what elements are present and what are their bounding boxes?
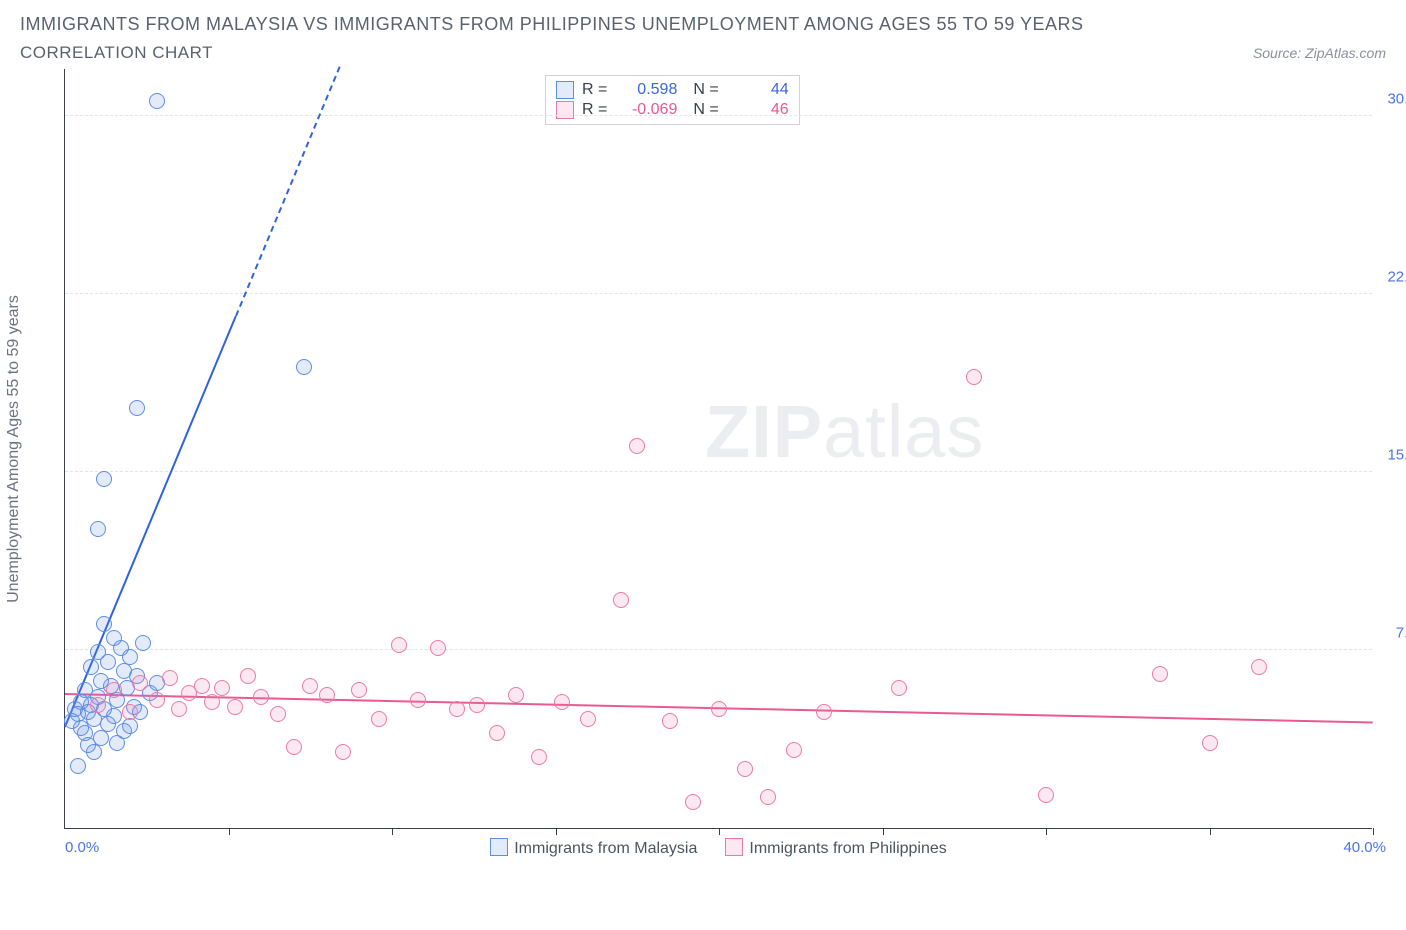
chart-area: Unemployment Among Ages 55 to 59 years Z… <box>20 69 1386 829</box>
data-point <box>737 761 753 777</box>
data-point <box>240 668 256 684</box>
y-tick-label: 22.5% <box>1378 268 1406 285</box>
gridline <box>65 471 1372 472</box>
source-credit: Source: ZipAtlas.com <box>1253 45 1386 61</box>
x-tick <box>883 828 884 835</box>
chart-title: IMMIGRANTS FROM MALAYSIA VS IMMIGRANTS F… <box>0 0 1406 43</box>
trend-line <box>235 67 341 317</box>
data-point <box>96 616 112 632</box>
data-point <box>214 680 230 696</box>
subtitle-row: CORRELATION CHART Source: ZipAtlas.com <box>0 43 1406 69</box>
x-tick <box>1373 828 1374 835</box>
data-point <box>149 692 165 708</box>
scatter-plot: ZIPatlas R =0.598N =44R =-0.069N =46 Imm… <box>64 69 1372 829</box>
data-point <box>1152 666 1168 682</box>
correlation-stats-box: R =0.598N =44R =-0.069N =46 <box>545 75 800 125</box>
data-point <box>100 654 116 670</box>
data-point <box>430 640 446 656</box>
y-tick-label: 15.0% <box>1378 446 1406 463</box>
data-point <box>629 438 645 454</box>
x-axis-min-label: 0.0% <box>65 839 99 856</box>
data-point <box>227 699 243 715</box>
data-point <box>204 694 220 710</box>
data-point <box>122 649 138 665</box>
data-point <box>966 369 982 385</box>
data-point <box>90 697 106 713</box>
data-point <box>1202 735 1218 751</box>
data-point <box>83 659 99 675</box>
data-point <box>351 682 367 698</box>
data-point <box>891 680 907 696</box>
legend-item: Immigrants from Malaysia <box>490 840 697 857</box>
y-tick-label: 30.0% <box>1378 90 1406 107</box>
data-point <box>162 670 178 686</box>
data-point <box>96 471 112 487</box>
data-point <box>531 749 547 765</box>
data-point <box>1038 787 1054 803</box>
data-point <box>194 678 210 694</box>
data-point <box>760 789 776 805</box>
data-point <box>122 704 138 720</box>
y-axis-label: Unemployment Among Ages 55 to 59 years <box>5 295 23 603</box>
data-point <box>302 678 318 694</box>
data-point <box>135 635 151 651</box>
data-point <box>685 794 701 810</box>
y-tick-label: 7.5% <box>1378 624 1406 641</box>
data-point <box>613 592 629 608</box>
data-point <box>786 742 802 758</box>
data-point <box>508 687 524 703</box>
data-point <box>410 692 426 708</box>
data-point <box>816 704 832 720</box>
x-tick <box>556 828 557 835</box>
data-point <box>93 730 109 746</box>
watermark: ZIPatlas <box>705 389 984 474</box>
x-tick <box>719 828 720 835</box>
chart-subtitle: CORRELATION CHART <box>20 43 213 63</box>
data-point <box>489 725 505 741</box>
gridline <box>65 293 1372 294</box>
x-tick <box>1210 828 1211 835</box>
data-point <box>70 758 86 774</box>
data-point <box>371 711 387 727</box>
data-point <box>270 706 286 722</box>
gridline <box>65 649 1372 650</box>
data-point <box>319 687 335 703</box>
series-legend: Immigrants from Malaysia Immigrants from … <box>65 838 1372 858</box>
stats-row: R =0.598N =44 <box>556 80 789 100</box>
data-point <box>711 701 727 717</box>
data-point <box>554 694 570 710</box>
data-point <box>106 682 122 698</box>
data-point <box>122 718 138 734</box>
data-point <box>580 711 596 727</box>
data-point <box>149 93 165 109</box>
stats-row: R =-0.069N =46 <box>556 100 789 120</box>
x-tick <box>1046 828 1047 835</box>
data-point <box>662 713 678 729</box>
data-point <box>335 744 351 760</box>
data-point <box>286 739 302 755</box>
data-point <box>106 708 122 724</box>
x-tick <box>392 828 393 835</box>
data-point <box>296 359 312 375</box>
x-tick <box>229 828 230 835</box>
x-axis-max-label: 40.0% <box>1343 839 1386 856</box>
data-point <box>449 701 465 717</box>
gridline <box>65 115 1372 116</box>
data-point <box>86 744 102 760</box>
data-point <box>391 637 407 653</box>
data-point <box>132 675 148 691</box>
data-point <box>469 697 485 713</box>
legend-item: Immigrants from Philippines <box>725 840 946 857</box>
data-point <box>171 701 187 717</box>
data-point <box>1251 659 1267 675</box>
data-point <box>253 689 269 705</box>
data-point <box>129 400 145 416</box>
data-point <box>90 521 106 537</box>
